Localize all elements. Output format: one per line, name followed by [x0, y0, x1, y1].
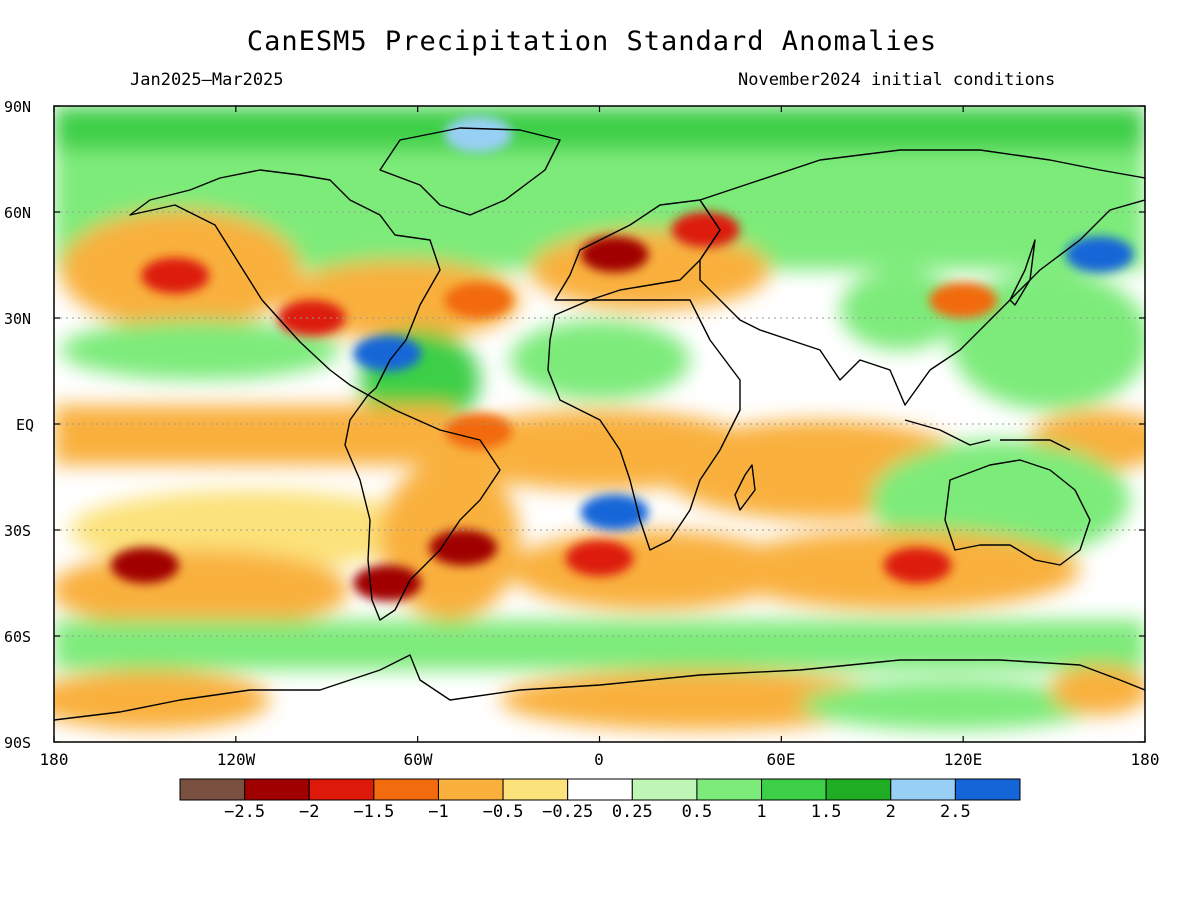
lon-label-120w: 120W: [216, 750, 256, 769]
anomaly-core: [353, 565, 422, 601]
lat-label-90n: 90N: [4, 98, 32, 116]
colorbar-tick-label: 2.5: [940, 802, 971, 822]
anomaly-core: [929, 282, 998, 319]
colorbar-swatch: [502, 778, 569, 801]
colorbar-swatch: [567, 778, 633, 801]
colorbar-swatch: [308, 778, 375, 801]
anomaly-core: [277, 300, 346, 336]
lat-label-30s: 30S: [4, 522, 32, 540]
colorbar-tick-label: −0.5: [482, 802, 524, 822]
anomaly-core: [580, 494, 649, 531]
lat-label-60s: 60S: [4, 628, 32, 646]
colorbar-tick-label: 0.5: [681, 802, 713, 822]
anomaly-core: [565, 540, 634, 577]
colorbar-swatch: [437, 778, 504, 801]
lon-label-180w: 180: [39, 750, 69, 769]
lon-label-60w: 60W: [403, 750, 433, 769]
anomaly-core: [353, 335, 422, 372]
forecast-period: Jan2025—Mar2025: [130, 70, 284, 90]
lon-label-60e: 60E: [766, 750, 796, 769]
anomaly-core: [1065, 236, 1134, 273]
anomaly-core: [444, 282, 513, 319]
colorbar-tick-label: −2: [298, 802, 320, 822]
lat-label-90s: 90S: [4, 734, 32, 752]
colorbar-swatch: [179, 778, 246, 801]
colorbar-tick-label: −0.25: [542, 802, 594, 822]
anomaly-core: [883, 547, 952, 584]
colorbar-tick-label: 1.5: [810, 802, 842, 822]
lat-label-30n: 30N: [4, 310, 32, 328]
colorbar-tick-label: −2.5: [224, 802, 266, 822]
anomaly-core: [110, 547, 179, 584]
lon-label-120e: 120E: [943, 750, 983, 769]
colorbar-tick-label: −1.5: [353, 802, 395, 822]
coastlines: [54, 127, 1145, 721]
lon-label-180e: 180: [1130, 750, 1160, 769]
lat-label-eq: EQ: [16, 416, 35, 434]
anomaly-core: [429, 529, 498, 566]
anomaly-core: [580, 236, 649, 273]
colorbar-swatch: [825, 778, 892, 801]
colorbar-tick-label: 0.25: [611, 802, 653, 822]
anomaly-core: [444, 116, 513, 153]
lat-label-60n: 60N: [4, 204, 32, 222]
initial-conditions-label: November2024 initial conditions: [738, 70, 1056, 90]
colorbar-swatch: [244, 778, 310, 801]
colorbar-swatch: [890, 778, 956, 801]
anomaly-field: [54, 106, 1145, 742]
colorbar: [179, 778, 1021, 801]
map-title: CanESM5 Precipitation Standard Anomalies: [246, 26, 938, 57]
colorbar-swatch: [954, 778, 1021, 801]
colorbar-swatch: [696, 778, 763, 801]
colorbar-tick-label: 1: [756, 802, 767, 822]
colorbar-tick-label: 2: [885, 802, 896, 822]
lon-label-0: 0: [594, 750, 604, 769]
colorbar-swatch: [631, 778, 698, 801]
colorbar-tick-label: −1: [428, 802, 449, 822]
anomaly-core: [141, 257, 210, 294]
colorbar-swatch: [373, 778, 439, 801]
anomaly-core: [671, 211, 740, 248]
anomaly-core: [444, 413, 513, 450]
colorbar-swatch: [761, 778, 827, 801]
